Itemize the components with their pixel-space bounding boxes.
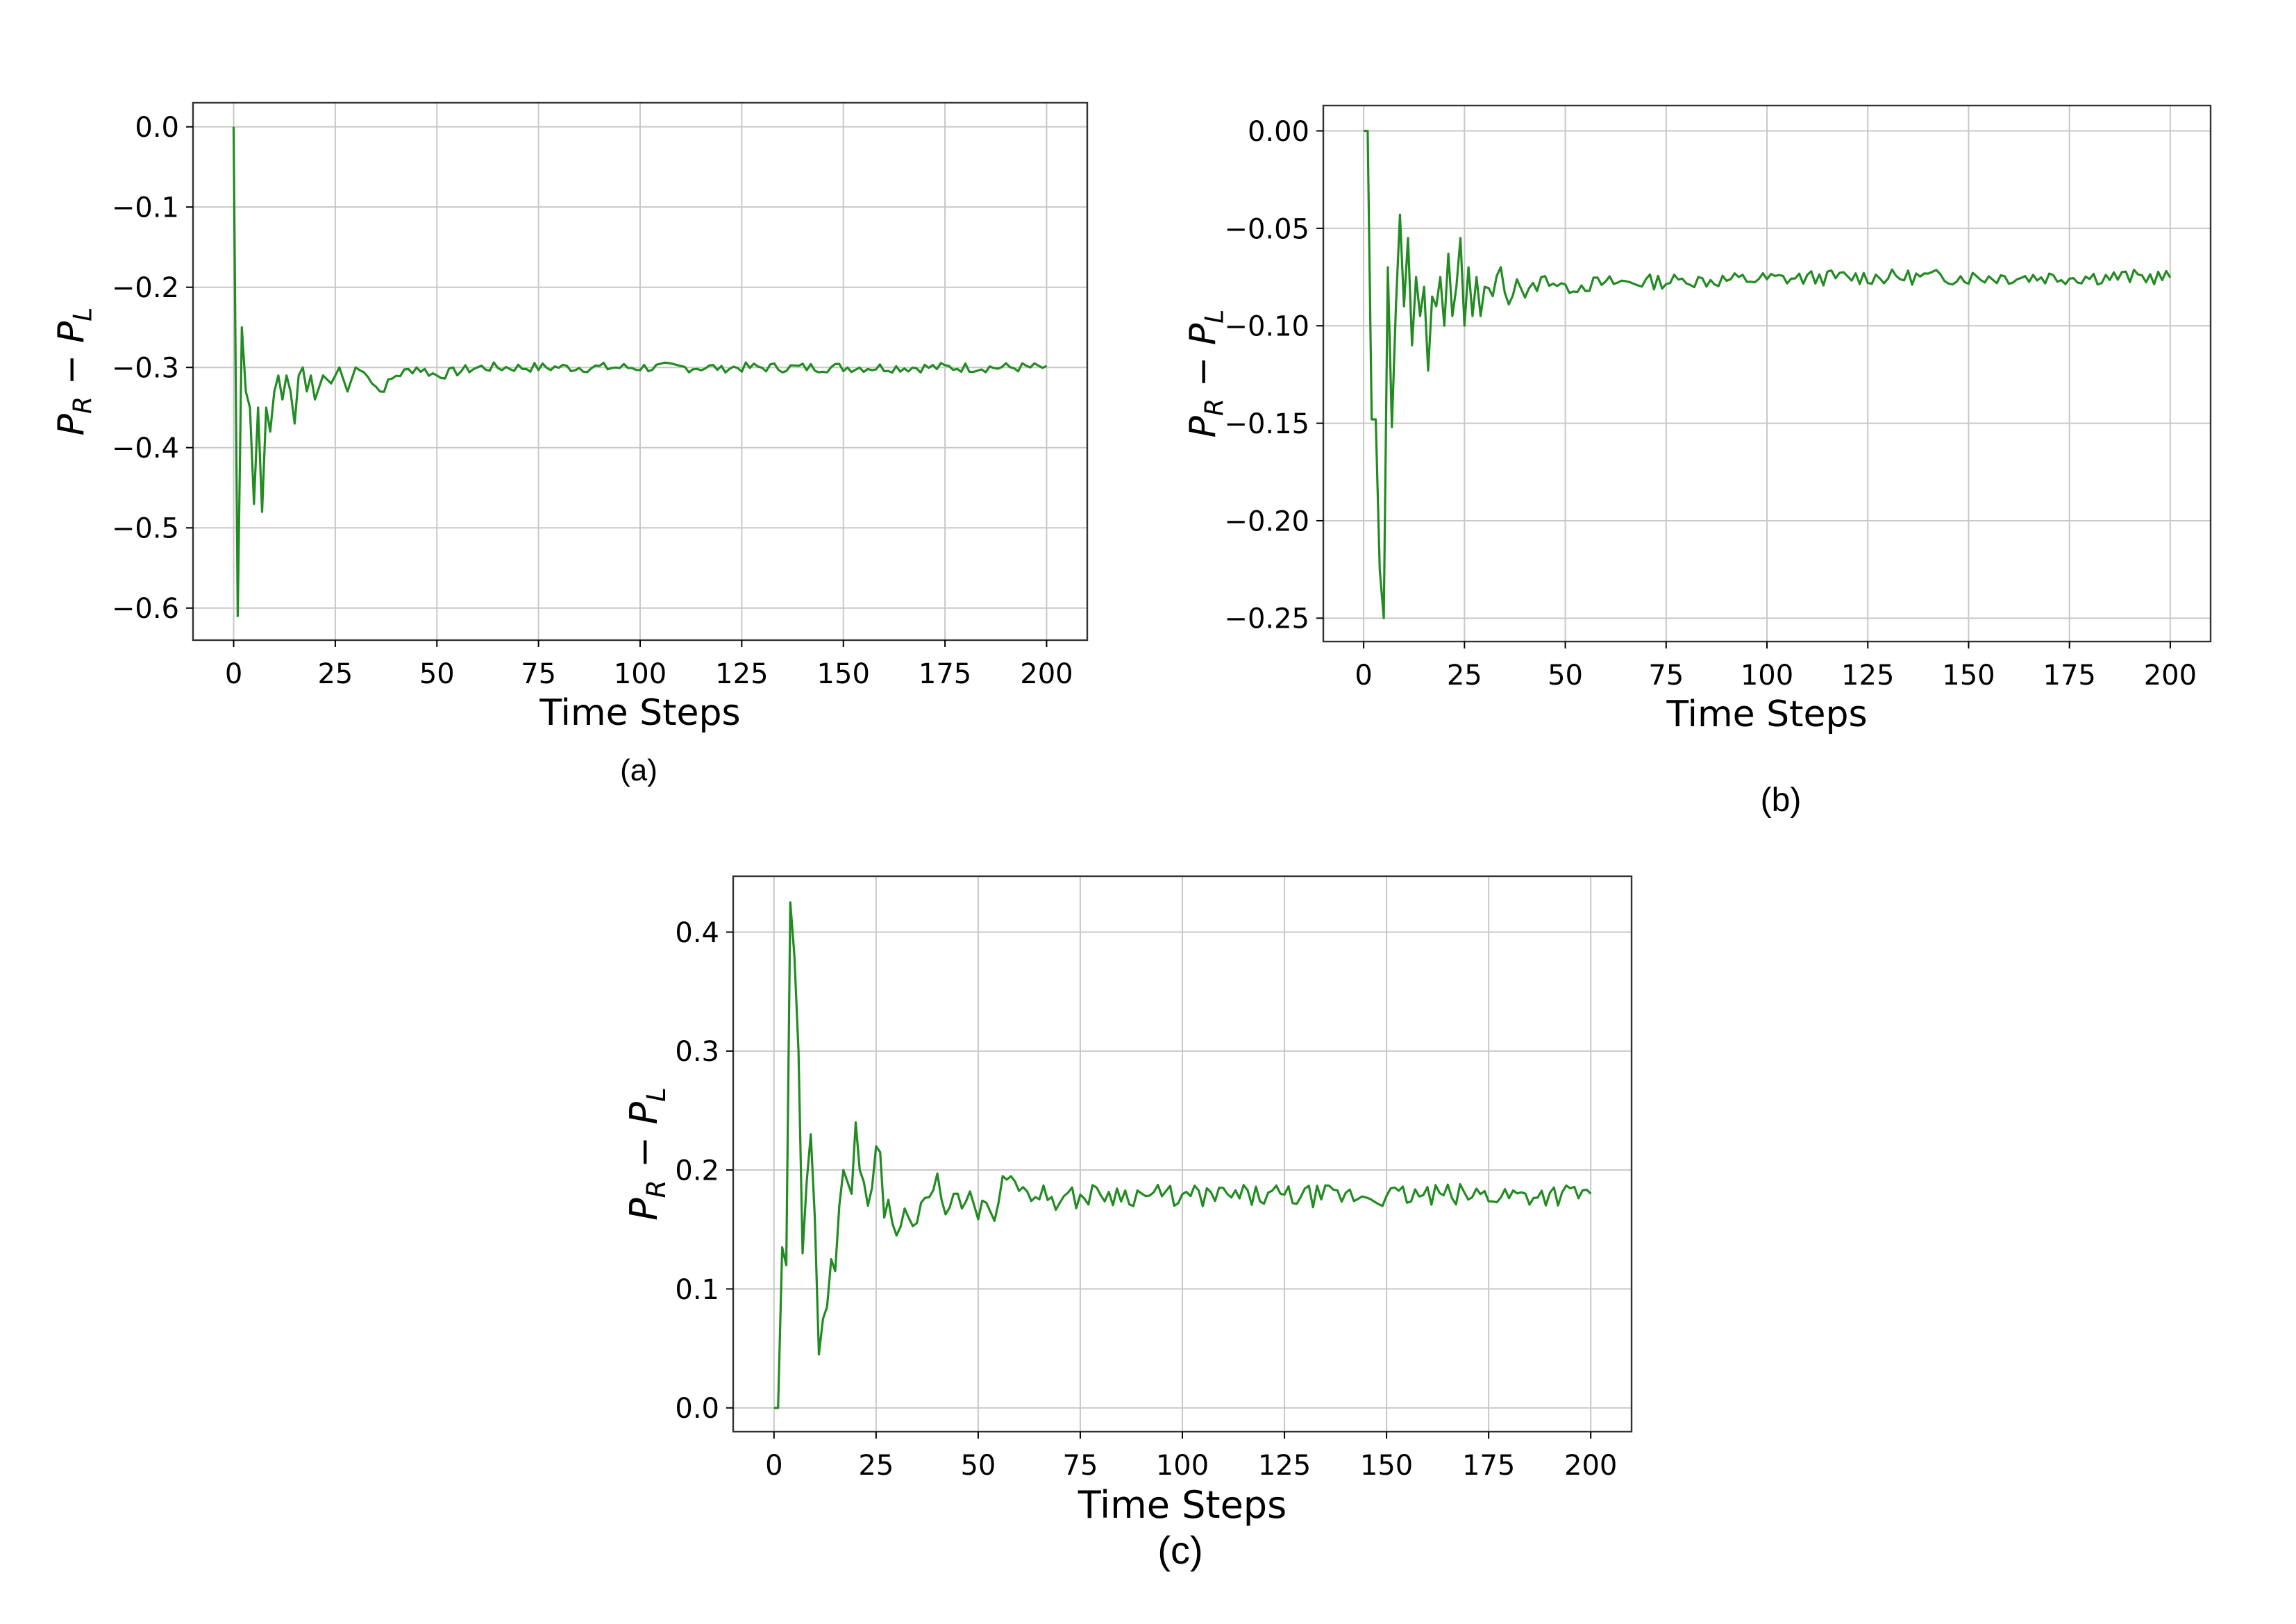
x-tick-label: 75: [1063, 1450, 1098, 1482]
y-tick-label: 0.2: [675, 1155, 719, 1187]
x-axis-label: Time Steps: [1666, 694, 1867, 735]
chart-panel-b: 0 25 50 75 100 125 150 175 200 0.00 −0.05 −0.10 −0.1…: [1139, 0, 2291, 735]
x-tick-label: 150: [817, 658, 870, 690]
x-tick-label: 150: [1360, 1450, 1413, 1482]
y-tick-label: −0.5: [112, 513, 179, 545]
y-tick-label: −0.3: [112, 353, 179, 385]
y-tick-label: −0.2: [112, 272, 179, 304]
x-axis-label: Time Steps: [539, 692, 740, 734]
x-tick-label: 50: [1548, 660, 1583, 692]
chart-c-svg: 0 25 50 75 100 125 150 175 200 0.0 0.1 0.2 0.3 0.4 Tim…: [622, 875, 1633, 1527]
y-axis-label: PR − PL: [51, 308, 97, 436]
x-tick-label: 0: [225, 658, 242, 690]
caption-c: (c): [1157, 1528, 1203, 1572]
caption-b: (b): [1760, 782, 1802, 819]
y-tick-label: 0.00: [1248, 116, 1309, 148]
x-tick-label: 100: [1741, 660, 1793, 692]
chart-panel-a: 0 25 50 75 100 125 150 175 200 0.0 −0.1 −0.2 −0.3 −0.…: [0, 0, 1125, 734]
x-tick-label: 100: [614, 658, 667, 690]
chart-a-svg: 0 25 50 75 100 125 150 175 200 0.0 −0.1 −0.2 −0.3 −0.…: [51, 101, 1089, 734]
chart-b-svg: 0 25 50 75 100 125 150 175 200 0.00 −0.05 −0.10 −0.1…: [1182, 104, 2212, 735]
x-tick-label: 125: [715, 658, 768, 690]
x-tick-label: 50: [419, 658, 455, 690]
chart-b-group: 0 25 50 75 100 125 150 175 200 0.00 −0.05 −0.10 −0.1…: [1182, 104, 2212, 735]
x-tick-label: 75: [1648, 660, 1684, 692]
x-tick-label: 0: [1355, 660, 1372, 692]
y-tick-label: −0.25: [1224, 603, 1309, 635]
x-tick-label: 200: [1564, 1450, 1617, 1482]
x-tick-label: 125: [1841, 660, 1894, 692]
x-tick-label: 175: [1462, 1450, 1515, 1482]
y-tick-label: −0.4: [112, 433, 179, 464]
y-tick-label: 0.0: [135, 112, 179, 144]
x-tick-label: 25: [1447, 660, 1482, 692]
y-tick-label: −0.1: [112, 192, 179, 224]
y-tick-label: 0.1: [675, 1274, 719, 1306]
y-tick-label: −0.05: [1224, 213, 1309, 245]
x-tick-label: 200: [2144, 660, 2197, 692]
x-tick-label: 25: [858, 1450, 894, 1482]
series-line-a: [232, 126, 1048, 617]
x-tick-label: 0: [765, 1450, 782, 1482]
y-axis-label: PR − PL: [622, 1087, 671, 1221]
caption-a: (a): [620, 753, 657, 787]
y-tick-label: 0.4: [675, 917, 719, 949]
x-tick-label: 25: [317, 658, 353, 690]
x-tick-label: 125: [1258, 1450, 1311, 1482]
x-tick-label: 200: [1020, 658, 1073, 690]
x-tick-label: 75: [521, 658, 556, 690]
chart-c-group: 0 25 50 75 100 125 150 175 200 0.0 0.1 0.2 0.3 0.4 Tim…: [622, 875, 1633, 1527]
y-tick-label: −0.6: [112, 593, 179, 625]
y-tick-label: −0.20: [1224, 505, 1309, 537]
y-tick-label: −0.10: [1224, 311, 1309, 343]
series-line-b: [1364, 129, 2172, 619]
y-axis-label: PR − PL: [1182, 310, 1229, 438]
y-tick-label: 0.3: [675, 1036, 719, 1068]
x-tick-label: 150: [1942, 660, 1995, 692]
series-line-c: [773, 901, 1592, 1409]
x-tick-label: 50: [960, 1450, 996, 1482]
chart-panel-c: 0 25 50 75 100 125 150 175 200 0.0 0.1 0.2 0.3 0.4 Tim…: [611, 833, 1666, 1527]
chart-a-group: 0 25 50 75 100 125 150 175 200 0.0 −0.1 −0.2 −0.3 −0.…: [51, 101, 1089, 734]
x-tick-label: 100: [1156, 1450, 1209, 1482]
x-tick-label: 175: [2043, 660, 2096, 692]
y-tick-label: 0.0: [675, 1393, 719, 1425]
x-axis-label: Time Steps: [1078, 1483, 1287, 1527]
y-tick-label: −0.15: [1224, 408, 1309, 440]
x-tick-label: 175: [919, 658, 971, 690]
